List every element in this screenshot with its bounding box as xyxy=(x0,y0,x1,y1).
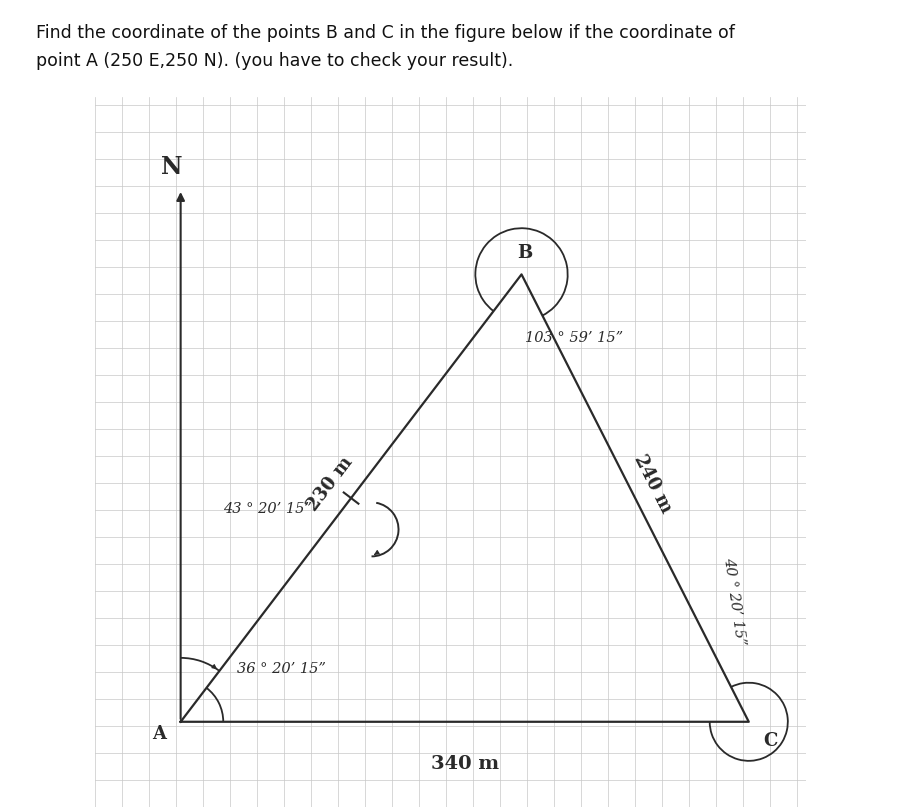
Text: 36 ° 20’ 15”: 36 ° 20’ 15” xyxy=(238,662,326,675)
Text: B: B xyxy=(517,244,532,261)
Text: A: A xyxy=(152,725,167,743)
Text: C: C xyxy=(763,733,778,751)
Text: 43 ° 20’ 15”: 43 ° 20’ 15” xyxy=(223,502,312,516)
Text: 40 ° 20’ 15”: 40 ° 20’ 15” xyxy=(722,556,748,646)
Text: 230 m: 230 m xyxy=(304,454,356,514)
Text: N: N xyxy=(161,154,183,178)
Text: 240 m: 240 m xyxy=(631,452,675,516)
Text: 340 m: 340 m xyxy=(431,755,499,773)
Text: point A (250 E,250 N). (you have to check your result).: point A (250 E,250 N). (you have to chec… xyxy=(36,52,514,70)
Text: Find the coordinate of the points B and C in the figure below if the coordinate : Find the coordinate of the points B and … xyxy=(36,24,735,42)
Text: 103 ° 59’ 15”: 103 ° 59’ 15” xyxy=(525,332,623,345)
